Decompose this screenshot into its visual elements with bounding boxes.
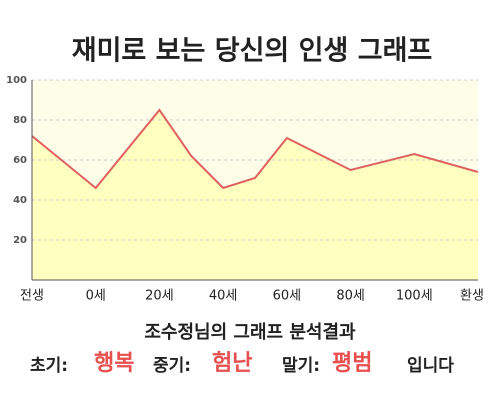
y-tick-label: 40: [13, 195, 27, 206]
y-tick-label: 80: [13, 115, 27, 126]
x-tick-label: 100세: [396, 289, 433, 304]
x-tick-label: 전생: [20, 289, 44, 304]
line: [31, 108, 479, 190]
result-ending: 입니다: [407, 356, 454, 376]
y-tick-label: 60: [13, 155, 27, 166]
x-tick-label: 60세: [273, 289, 302, 304]
x-tick-label: 0세: [86, 289, 106, 304]
chart-title: 재미로 보는 당신의 인생 그래프: [72, 36, 433, 67]
area-fill: [32, 110, 478, 280]
result-value: 험난: [212, 350, 252, 376]
result-label: 중기:: [153, 356, 191, 376]
x-tick-label: 20세: [145, 289, 174, 304]
result-label: 말기:: [282, 355, 320, 376]
x-tick-label: 40세: [209, 289, 238, 304]
result-label: 초기:: [30, 356, 68, 376]
x-tick-label: 80세: [336, 289, 365, 304]
y-tick-label: 100: [6, 75, 27, 86]
result-value: 행복: [94, 351, 134, 376]
y-tick-label: 20: [13, 235, 27, 246]
result-heading: 조수정님의 그래프 분석결과: [144, 322, 356, 343]
result-value: 평범: [332, 351, 372, 376]
x-tick-label: 환생: [460, 289, 484, 304]
plot-layer: [31, 79, 479, 280]
